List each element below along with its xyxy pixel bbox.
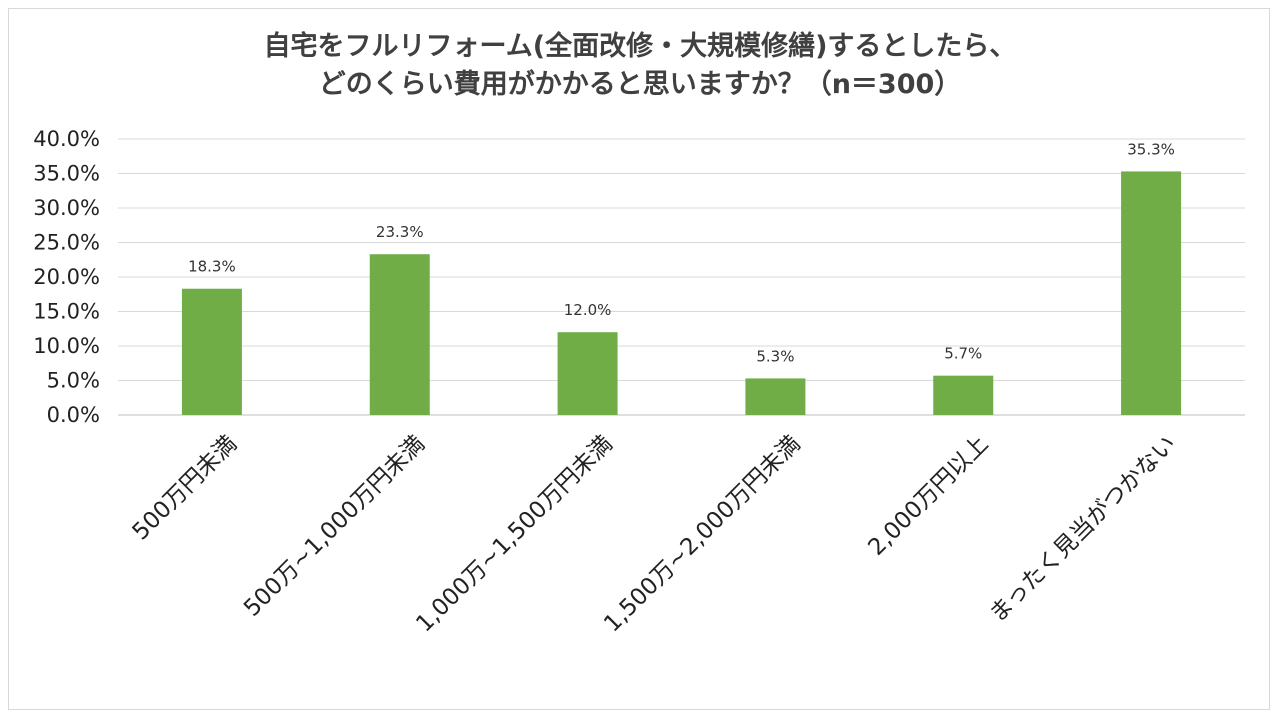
x-tick-label: 1,000万~1,500万円未満 [411,431,617,637]
data-labels: 18.3% 23.3% 12.0% 5.3% 5.7% 35.3% [188,140,1175,365]
y-tick-label: 35.0% [33,162,100,186]
data-label: 12.0% [564,301,612,319]
chart-title-line-1: 自宅をフルリフォーム(全面改修・大規模修繕)するとしたら、 [263,31,1017,62]
data-label: 18.3% [188,258,236,276]
data-label: 35.3% [1127,140,1175,158]
chart-title: 自宅をフルリフォーム(全面改修・大規模修繕)するとしたら、 どのくらい費用がかか… [0,28,1280,104]
bar [557,332,618,415]
x-axis-ticks: 500万円未満500万~1,000万円未満1,000万~1,500万円未満1,5… [128,431,1182,637]
x-tick-label: 500万円未満 [128,431,242,545]
y-tick-label: 30.0% [33,196,100,220]
y-tick-label: 20.0% [33,265,100,289]
bar [1121,171,1182,415]
data-label: 5.7% [944,345,982,363]
x-tick-label: 2,000万円以上 [863,431,993,561]
data-label: 5.3% [756,347,794,365]
y-tick-label: 0.0% [47,403,100,427]
bars [181,171,1182,415]
bar [369,254,430,415]
bar [933,375,994,415]
x-tick-label: まったく見当がつかない [985,431,1182,628]
y-tick-label: 5.0% [47,369,100,393]
chart-title-line-2: どのくらい費用がかかると思いますか？（n＝300） [318,69,962,100]
x-tick-label: 500万~1,000万円未満 [239,431,430,622]
y-tick-label: 25.0% [33,231,100,255]
bar [181,288,242,415]
y-tick-label: 15.0% [33,300,100,324]
bar [745,378,806,415]
gridlines [118,138,1245,416]
y-axis-ticks: 0.0% 5.0% 10.0% 15.0% 20.0% 25.0% 30.0% 35.0% 40… [33,127,100,427]
x-tick-label: 1,500万~2,000万円未満 [599,431,805,637]
y-tick-label: 40.0% [33,127,100,151]
y-tick-label: 10.0% [33,334,100,358]
data-label: 23.3% [376,223,424,241]
